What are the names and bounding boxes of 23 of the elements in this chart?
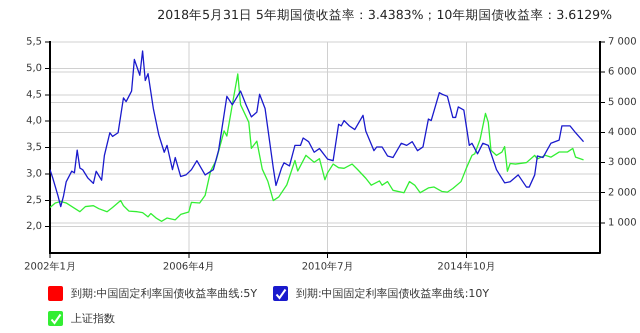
legend-label: 到期:中国固定利率国债收益率曲线:5Y	[71, 286, 258, 301]
x-tick-label: 2014年10月	[437, 260, 496, 273]
x-tick-label: 2010年7月	[302, 260, 354, 273]
y2-tick-label: 5 000	[608, 96, 637, 108]
y-tick-label: 2,0	[26, 221, 42, 232]
y2-tick-label: 6 000	[608, 66, 637, 78]
y-tick-label: 3,5	[26, 142, 42, 154]
chart-title: 2018年5月31日 5年期国债收益率：3.4383%；10年期国债收益率：3.6129%	[156, 6, 613, 24]
y-tick-label: 2,5	[26, 194, 42, 206]
y-tick-label: 5,0	[26, 62, 42, 74]
x-tick-label: 2002年1月	[24, 260, 76, 273]
y-tick-label: 4,5	[26, 89, 42, 100]
legend-label: 到期:中国固定利率国债收益率曲线:10Y	[296, 286, 490, 301]
y2-tick-label: 3 000	[608, 157, 637, 168]
legend-label: 上证指数	[71, 311, 115, 326]
x-tick-label: 2006年4月	[162, 260, 215, 273]
y2-tick-label: 2 000	[608, 187, 637, 198]
y-tick-label: 5,5	[26, 36, 42, 48]
y-tick-label: 3,0	[26, 168, 42, 180]
y2-tick-label: 4 000	[608, 127, 637, 138]
y2-tick-label: 7 000	[608, 36, 637, 48]
y2-tick-label: 1 000	[608, 217, 637, 228]
y-tick-label: 4,0	[26, 116, 42, 127]
